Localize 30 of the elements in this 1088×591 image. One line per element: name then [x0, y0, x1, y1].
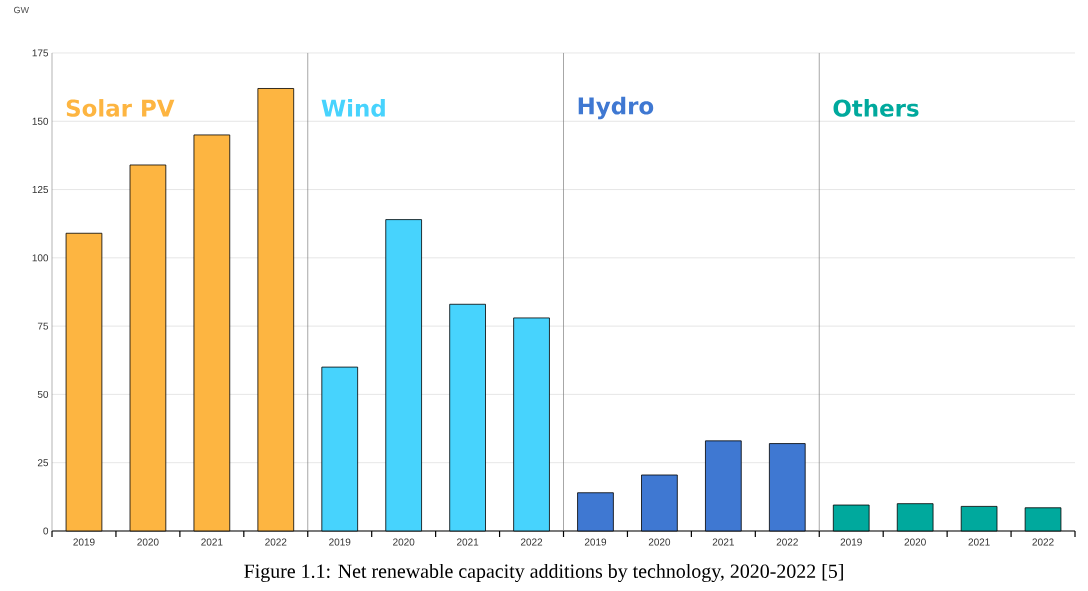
x-tick-label: 2020	[137, 538, 159, 546]
y-axis-title: GW	[14, 6, 30, 14]
y-tick-label: 75	[37, 322, 49, 330]
text: Others	[833, 99, 919, 117]
x-tick-label: 2022	[776, 538, 798, 546]
x-tick-label: 2021	[712, 538, 734, 546]
x-tick-label: 2022	[1032, 538, 1054, 546]
x-tick-label: 2020	[648, 538, 671, 546]
x-tick-label: 2019	[840, 538, 862, 546]
x-tick-label: 2021	[457, 538, 479, 546]
series-label: Solar PV	[66, 99, 175, 117]
x-tick-label: 2020	[904, 538, 926, 546]
x-tick-label: 2022	[520, 538, 543, 546]
y-tick-label: 0	[43, 527, 49, 535]
x-tick-label: 2022	[265, 538, 287, 546]
y-tick-label: 125	[32, 186, 49, 194]
x-tick-label: 2019	[329, 538, 351, 546]
caption: Figure 1.1: Net renewable capacity additions by technology, 2020-2022 [5]	[244, 563, 843, 583]
y-tick-label: 150	[32, 117, 49, 125]
text: Hydro	[578, 96, 654, 120]
x-tick-label: 2021	[201, 538, 223, 546]
y-tick-label: 50	[37, 390, 49, 398]
x-tick-label: 2020	[393, 538, 415, 546]
y-tick-label: 100	[32, 254, 49, 262]
x-tick-label: 2021	[968, 538, 990, 546]
y-tick-label: 175	[32, 49, 49, 57]
y-tick-label: 25	[37, 459, 49, 467]
x-tick-label: 2019	[73, 538, 95, 546]
text: Wind	[321, 99, 385, 117]
x-tick-label: 2019	[584, 538, 607, 546]
